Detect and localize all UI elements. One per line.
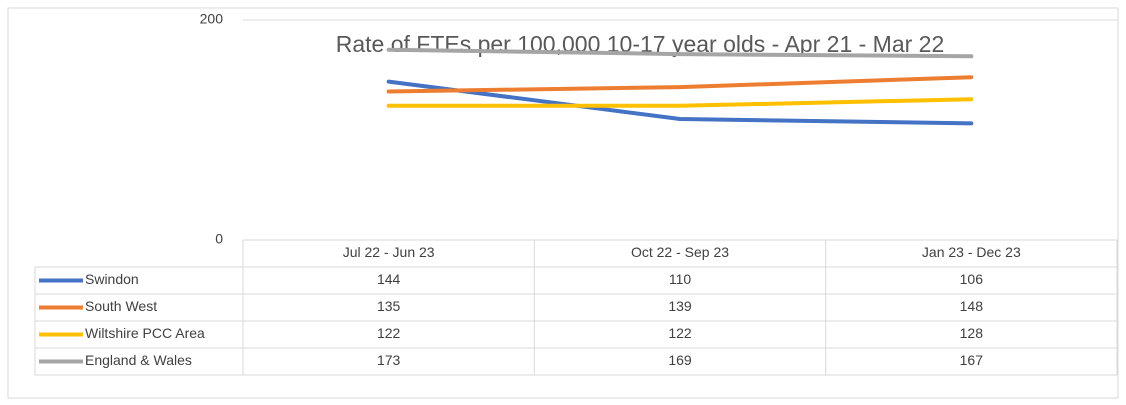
table-value: 110 (669, 271, 692, 287)
series-line (386, 97, 974, 108)
table-value: 106 (960, 271, 984, 287)
legend-label: South West (85, 298, 157, 314)
series-line (386, 47, 974, 59)
y-tick-label: 200 (200, 11, 224, 27)
table-value: 128 (960, 325, 984, 341)
legend-label: England & Wales (85, 352, 192, 368)
table-value: 139 (668, 298, 692, 314)
table-value: 144 (377, 271, 401, 287)
legend-label: Swindon (85, 271, 139, 287)
table-value: 122 (377, 325, 401, 341)
table-value: 148 (960, 298, 984, 314)
x-tick-label: Oct 22 - Sep 23 (631, 244, 729, 260)
series-line (386, 75, 974, 94)
table-value: 135 (377, 298, 401, 314)
x-tick-label: Jan 23 - Dec 23 (922, 244, 1021, 260)
table-value: 173 (377, 352, 401, 368)
chart-border (7, 7, 1119, 399)
y-tick-label: 0 (215, 231, 223, 247)
legend-label: Wiltshire PCC Area (85, 325, 205, 341)
x-tick-label: Jul 22 - Jun 23 (343, 244, 435, 260)
table-value: 169 (668, 352, 692, 368)
table-value: 167 (960, 352, 984, 368)
series-line (386, 79, 974, 126)
table-value: 122 (668, 325, 692, 341)
